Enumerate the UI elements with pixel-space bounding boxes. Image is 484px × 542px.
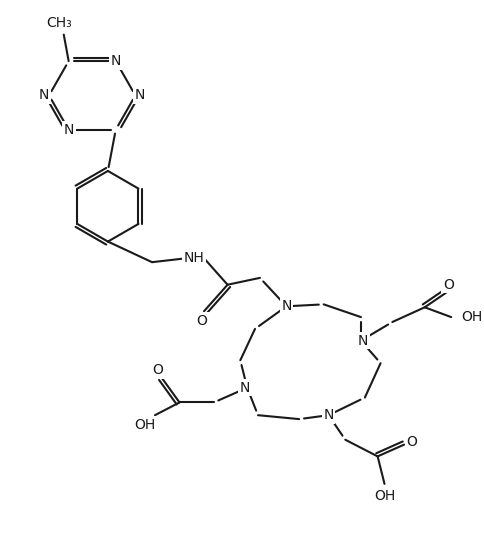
Text: N: N [358, 334, 368, 347]
Text: O: O [407, 435, 417, 449]
Text: O: O [443, 278, 454, 292]
Text: OH: OH [461, 310, 482, 324]
Text: OH: OH [135, 418, 156, 432]
Text: O: O [152, 363, 164, 377]
Text: OH: OH [374, 489, 395, 502]
Text: N: N [110, 54, 121, 68]
Text: N: N [323, 408, 334, 422]
Text: N: N [39, 88, 49, 102]
Text: N: N [281, 299, 291, 313]
Text: N: N [63, 122, 74, 137]
Text: O: O [197, 314, 208, 328]
Text: N: N [240, 380, 250, 395]
Text: N: N [135, 88, 146, 102]
Text: NH: NH [184, 251, 205, 265]
Text: CH₃: CH₃ [46, 16, 72, 30]
